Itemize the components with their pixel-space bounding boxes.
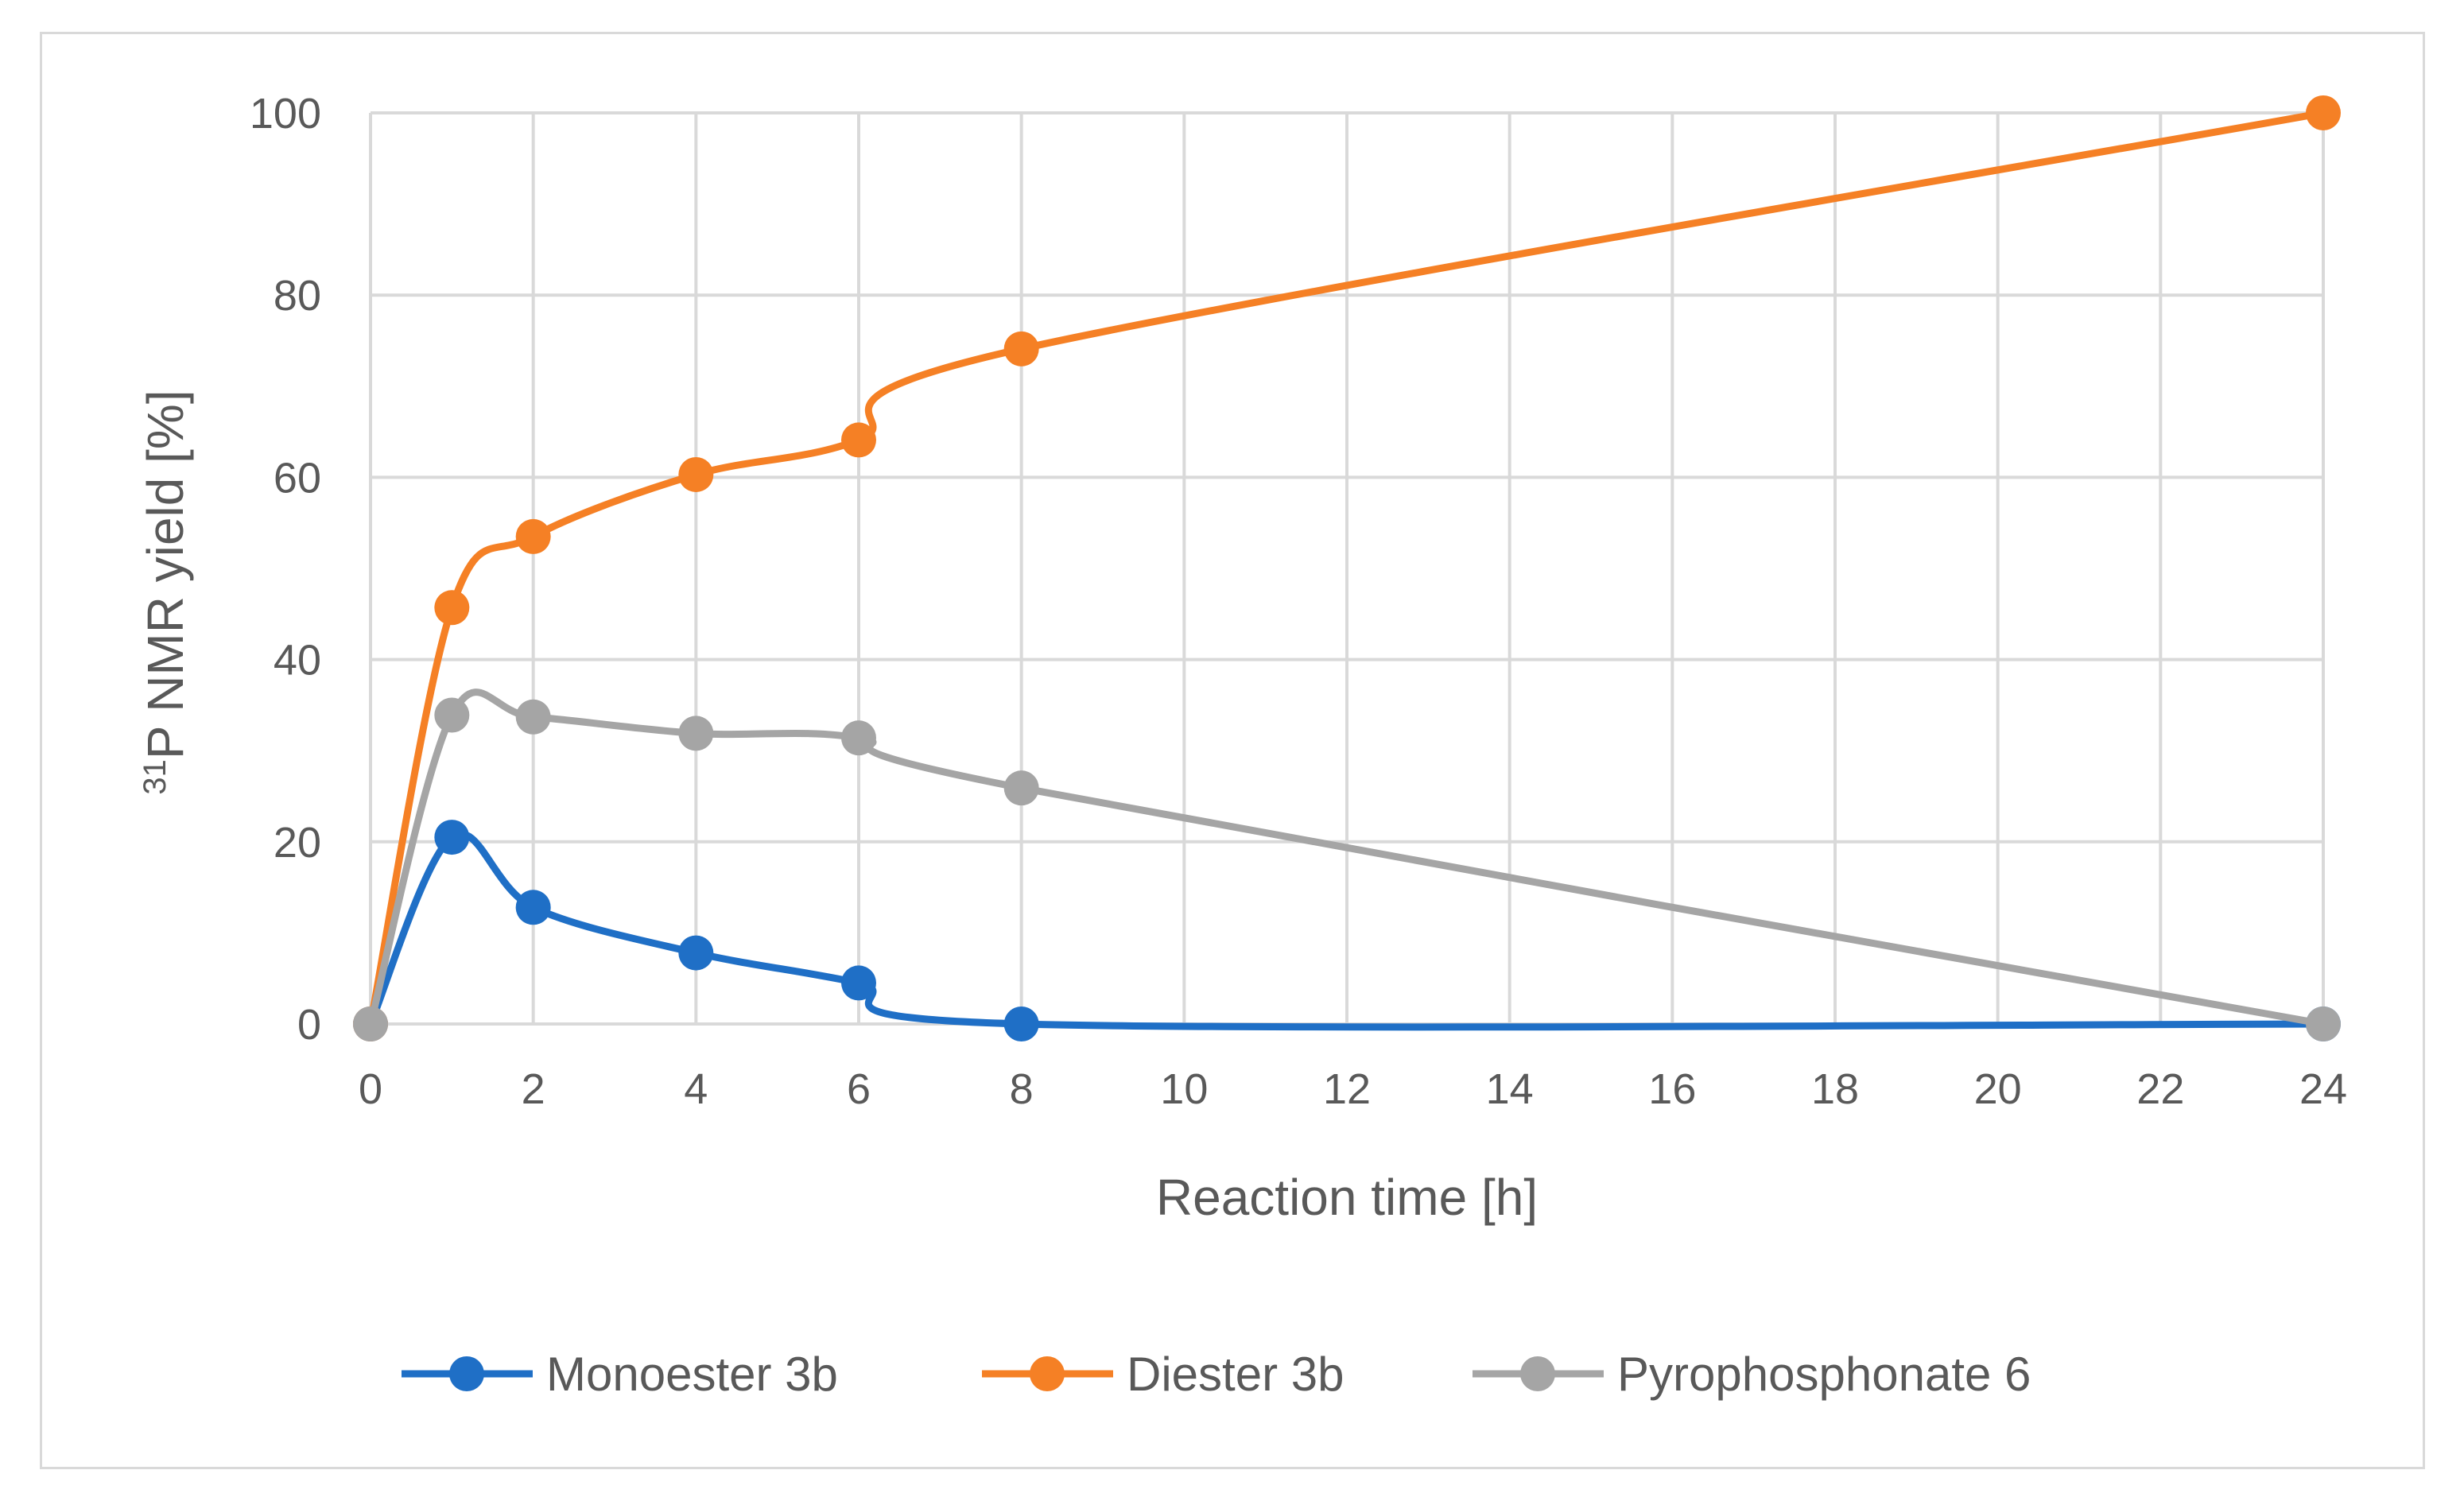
data-point <box>678 456 714 492</box>
y-tick-label: 80 <box>274 272 321 320</box>
x-tick-label: 4 <box>684 1065 708 1113</box>
x-tick-label: 8 <box>1010 1065 1034 1113</box>
data-point <box>434 820 470 855</box>
data-point <box>353 1006 388 1041</box>
legend: Monoester 3b Diester 3b Pyrophosphonate 6 <box>402 1348 2031 1401</box>
data-point <box>515 518 551 554</box>
x-tick-label: 14 <box>1486 1065 1534 1113</box>
legend-item: Pyrophosphonate 6 <box>1473 1348 2031 1401</box>
data-point <box>515 699 551 735</box>
x-tick-label: 22 <box>2136 1065 2184 1113</box>
series-pyrophosphonate-6 <box>353 688 2341 1041</box>
legend-label: Pyrophosphonate 6 <box>1617 1348 2031 1401</box>
legend-label: Monoester 3b <box>546 1348 838 1401</box>
data-point <box>2306 1006 2341 1041</box>
x-tick-label: 24 <box>2299 1065 2347 1113</box>
series <box>353 95 2341 1041</box>
y-axis-title-text: P NMR yield [%] <box>137 390 194 759</box>
y-axis-title-superscript: 31 <box>138 759 173 795</box>
data-point <box>678 935 714 971</box>
data-point <box>841 965 876 1001</box>
x-tick-label: 18 <box>1811 1065 1859 1113</box>
x-tick-label: 16 <box>1648 1065 1696 1113</box>
data-point <box>841 422 876 458</box>
x-tick-label: 10 <box>1160 1065 1208 1113</box>
legend-label: Diester 3b <box>1127 1348 1344 1401</box>
data-point <box>1003 770 1039 806</box>
data-point <box>434 697 470 733</box>
x-tick-label: 12 <box>1323 1065 1371 1113</box>
legend-swatch-marker <box>449 1356 484 1391</box>
data-point <box>841 720 876 756</box>
y-tick-label: 20 <box>274 819 321 867</box>
grid <box>369 111 2325 1026</box>
x-tick-label: 0 <box>359 1065 382 1113</box>
y-tick-label: 60 <box>274 454 321 502</box>
data-point <box>678 716 714 751</box>
x-tick-label: 2 <box>522 1065 545 1113</box>
legend-swatch-marker <box>1520 1356 1555 1391</box>
data-point <box>2306 95 2341 130</box>
data-point <box>1003 1006 1039 1041</box>
y-tick-label: 0 <box>297 1001 321 1049</box>
y-tick-label: 40 <box>274 637 321 685</box>
y-tick-label: 100 <box>250 90 321 138</box>
data-point <box>434 590 470 626</box>
legend-item: Diester 3b <box>982 1348 1344 1401</box>
legend-swatch-marker <box>1030 1356 1065 1391</box>
legend-item: Monoester 3b <box>402 1348 838 1401</box>
y-axis-title: 31P NMR yield [%] <box>137 390 194 794</box>
x-tick-label: 6 <box>847 1065 871 1113</box>
data-point <box>515 890 551 925</box>
x-tick-label: 20 <box>1974 1065 2022 1113</box>
data-point <box>1003 331 1039 367</box>
x-axis-title: Reaction time [h] <box>1156 1169 1538 1226</box>
